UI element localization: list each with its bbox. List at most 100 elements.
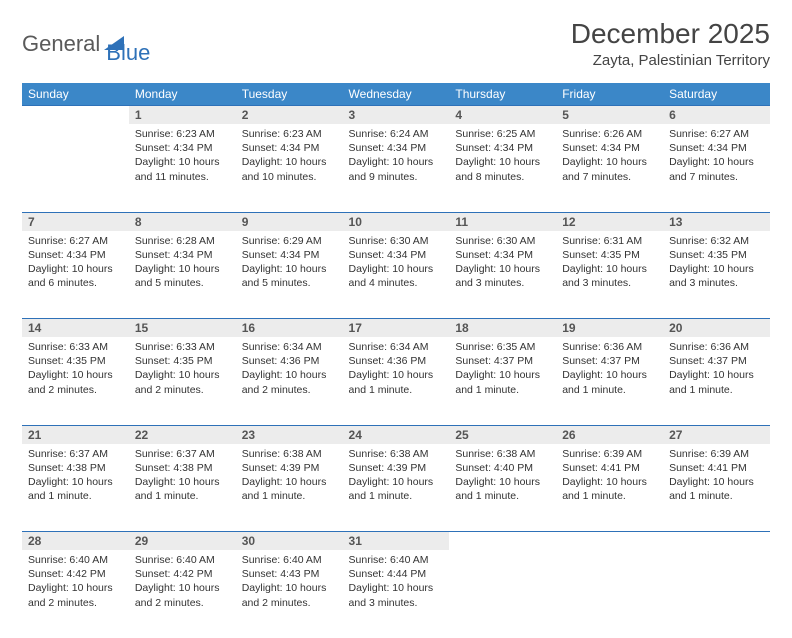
sunrise-line: Sunrise: 6:33 AM	[28, 340, 123, 354]
weekday-header: Thursday	[449, 83, 556, 106]
daylight-line: Daylight: 10 hours and 5 minutes.	[135, 262, 230, 290]
day-number-cell: 25	[449, 425, 556, 444]
sunset-line: Sunset: 4:35 PM	[669, 248, 764, 262]
sunset-line: Sunset: 4:37 PM	[455, 354, 550, 368]
day-detail-cell: Sunrise: 6:40 AMSunset: 4:44 PMDaylight:…	[343, 550, 450, 638]
sunset-line: Sunset: 4:34 PM	[669, 141, 764, 155]
sunset-line: Sunset: 4:38 PM	[28, 461, 123, 475]
day-detail-cell	[556, 550, 663, 638]
day-number-cell: 18	[449, 319, 556, 338]
sunset-line: Sunset: 4:43 PM	[242, 567, 337, 581]
day-number-cell: 27	[663, 425, 770, 444]
daylight-line: Daylight: 10 hours and 9 minutes.	[349, 155, 444, 183]
sunrise-line: Sunrise: 6:30 AM	[455, 234, 550, 248]
sunrise-line: Sunrise: 6:35 AM	[455, 340, 550, 354]
day-number-cell: 12	[556, 212, 663, 231]
day-detail-row: Sunrise: 6:27 AMSunset: 4:34 PMDaylight:…	[22, 231, 770, 319]
sunrise-line: Sunrise: 6:32 AM	[669, 234, 764, 248]
day-detail-row: Sunrise: 6:40 AMSunset: 4:42 PMDaylight:…	[22, 550, 770, 638]
daylight-line: Daylight: 10 hours and 1 minute.	[28, 475, 123, 503]
sunrise-line: Sunrise: 6:40 AM	[28, 553, 123, 567]
day-number-cell: 20	[663, 319, 770, 338]
header: General Blue December 2025 Zayta, Palest…	[22, 18, 770, 69]
day-number-cell: 26	[556, 425, 663, 444]
daylight-line: Daylight: 10 hours and 3 minutes.	[562, 262, 657, 290]
calendar-table: Sunday Monday Tuesday Wednesday Thursday…	[22, 83, 770, 638]
month-title: December 2025	[571, 18, 770, 50]
day-detail-cell: Sunrise: 6:24 AMSunset: 4:34 PMDaylight:…	[343, 124, 450, 212]
day-number-cell: 17	[343, 319, 450, 338]
sunrise-line: Sunrise: 6:27 AM	[669, 127, 764, 141]
day-number-cell: 10	[343, 212, 450, 231]
day-detail-cell: Sunrise: 6:23 AMSunset: 4:34 PMDaylight:…	[129, 124, 236, 212]
daylight-line: Daylight: 10 hours and 1 minute.	[455, 368, 550, 396]
sunrise-line: Sunrise: 6:40 AM	[135, 553, 230, 567]
sunrise-line: Sunrise: 6:37 AM	[135, 447, 230, 461]
day-number-cell: 7	[22, 212, 129, 231]
day-number-cell: 5	[556, 106, 663, 125]
daylight-line: Daylight: 10 hours and 5 minutes.	[242, 262, 337, 290]
sunset-line: Sunset: 4:36 PM	[242, 354, 337, 368]
sunrise-line: Sunrise: 6:39 AM	[562, 447, 657, 461]
weekday-header: Tuesday	[236, 83, 343, 106]
weekday-header: Wednesday	[343, 83, 450, 106]
weekday-header: Friday	[556, 83, 663, 106]
sunset-line: Sunset: 4:39 PM	[349, 461, 444, 475]
day-number-cell: 16	[236, 319, 343, 338]
sunset-line: Sunset: 4:42 PM	[135, 567, 230, 581]
sunrise-line: Sunrise: 6:27 AM	[28, 234, 123, 248]
weekday-header: Saturday	[663, 83, 770, 106]
day-detail-cell: Sunrise: 6:34 AMSunset: 4:36 PMDaylight:…	[236, 337, 343, 425]
daylight-line: Daylight: 10 hours and 2 minutes.	[242, 368, 337, 396]
sunset-line: Sunset: 4:34 PM	[135, 248, 230, 262]
day-number-cell: 3	[343, 106, 450, 125]
calendar-body: 123456Sunrise: 6:23 AMSunset: 4:34 PMDay…	[22, 106, 770, 638]
day-detail-cell: Sunrise: 6:23 AMSunset: 4:34 PMDaylight:…	[236, 124, 343, 212]
sunset-line: Sunset: 4:34 PM	[455, 248, 550, 262]
day-detail-cell	[449, 550, 556, 638]
daylight-line: Daylight: 10 hours and 8 minutes.	[455, 155, 550, 183]
day-detail-cell: Sunrise: 6:35 AMSunset: 4:37 PMDaylight:…	[449, 337, 556, 425]
day-number-cell: 6	[663, 106, 770, 125]
sunset-line: Sunset: 4:34 PM	[28, 248, 123, 262]
sunrise-line: Sunrise: 6:39 AM	[669, 447, 764, 461]
daylight-line: Daylight: 10 hours and 1 minute.	[349, 475, 444, 503]
sunset-line: Sunset: 4:38 PM	[135, 461, 230, 475]
day-number-cell: 4	[449, 106, 556, 125]
day-number-cell: 8	[129, 212, 236, 231]
day-detail-cell	[22, 124, 129, 212]
day-detail-cell: Sunrise: 6:37 AMSunset: 4:38 PMDaylight:…	[129, 444, 236, 532]
day-number-row: 21222324252627	[22, 425, 770, 444]
day-detail-cell: Sunrise: 6:26 AMSunset: 4:34 PMDaylight:…	[556, 124, 663, 212]
sunset-line: Sunset: 4:34 PM	[562, 141, 657, 155]
day-detail-cell: Sunrise: 6:40 AMSunset: 4:42 PMDaylight:…	[129, 550, 236, 638]
daylight-line: Daylight: 10 hours and 3 minutes.	[669, 262, 764, 290]
day-detail-cell: Sunrise: 6:29 AMSunset: 4:34 PMDaylight:…	[236, 231, 343, 319]
daylight-line: Daylight: 10 hours and 3 minutes.	[349, 581, 444, 609]
daylight-line: Daylight: 10 hours and 1 minute.	[562, 475, 657, 503]
logo: General Blue	[22, 22, 150, 66]
day-detail-cell: Sunrise: 6:30 AMSunset: 4:34 PMDaylight:…	[449, 231, 556, 319]
daylight-line: Daylight: 10 hours and 11 minutes.	[135, 155, 230, 183]
day-detail-cell: Sunrise: 6:38 AMSunset: 4:39 PMDaylight:…	[343, 444, 450, 532]
sunrise-line: Sunrise: 6:33 AM	[135, 340, 230, 354]
sunset-line: Sunset: 4:40 PM	[455, 461, 550, 475]
weekday-header: Monday	[129, 83, 236, 106]
day-number-cell: 1	[129, 106, 236, 125]
day-detail-cell: Sunrise: 6:32 AMSunset: 4:35 PMDaylight:…	[663, 231, 770, 319]
sunrise-line: Sunrise: 6:26 AM	[562, 127, 657, 141]
sunset-line: Sunset: 4:35 PM	[135, 354, 230, 368]
daylight-line: Daylight: 10 hours and 1 minute.	[242, 475, 337, 503]
day-number-cell: 14	[22, 319, 129, 338]
day-number-cell: 28	[22, 532, 129, 551]
day-number-cell: 23	[236, 425, 343, 444]
sunrise-line: Sunrise: 6:38 AM	[242, 447, 337, 461]
location: Zayta, Palestinian Territory	[571, 52, 770, 69]
day-detail-cell: Sunrise: 6:34 AMSunset: 4:36 PMDaylight:…	[343, 337, 450, 425]
sunset-line: Sunset: 4:42 PM	[28, 567, 123, 581]
sunset-line: Sunset: 4:34 PM	[242, 248, 337, 262]
sunset-line: Sunset: 4:36 PM	[349, 354, 444, 368]
day-number-cell: 19	[556, 319, 663, 338]
daylight-line: Daylight: 10 hours and 1 minute.	[455, 475, 550, 503]
day-detail-cell: Sunrise: 6:36 AMSunset: 4:37 PMDaylight:…	[663, 337, 770, 425]
